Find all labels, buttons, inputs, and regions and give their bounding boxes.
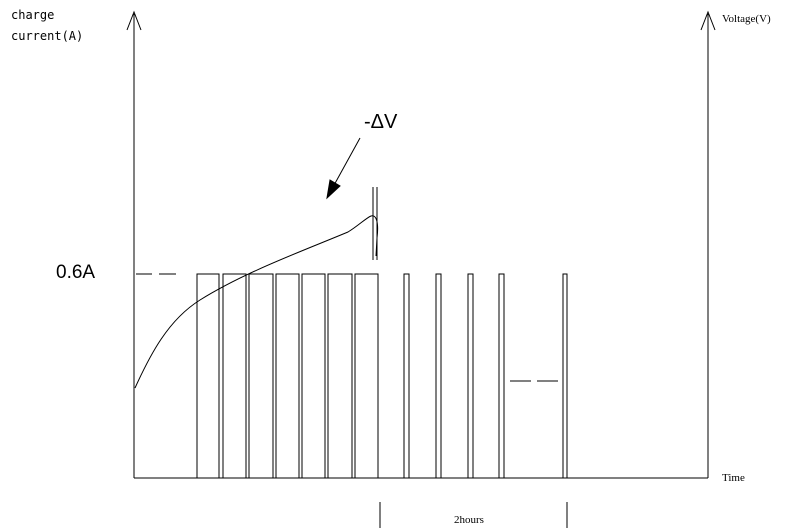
trickle-pulse xyxy=(436,274,441,478)
charge-pulse xyxy=(276,274,299,478)
trickle-pulse xyxy=(468,274,473,478)
trickle-pulse xyxy=(499,274,504,478)
charge-pulse xyxy=(197,274,219,478)
charge-pulse xyxy=(328,274,352,478)
right-axis-label: Voltage(V) xyxy=(722,13,771,25)
charge-pulse xyxy=(249,274,273,478)
voltage-curve xyxy=(135,216,378,388)
current-level-label: 0.6A xyxy=(56,262,95,283)
delta-v-arrow-shaft xyxy=(333,138,360,187)
right-axis-arrow xyxy=(701,12,715,30)
delta-v-arrow-head xyxy=(326,179,341,200)
left-axis-label-line1: charge xyxy=(11,8,54,22)
left-axis-arrow xyxy=(127,12,141,30)
duration-label: 2hours xyxy=(454,514,484,526)
charge-pulse xyxy=(223,274,246,478)
trickle-pulse xyxy=(404,274,409,478)
trickle-pulse xyxy=(563,274,567,478)
left-axis-label-line2: current(A) xyxy=(11,29,83,43)
time-axis-label: Time xyxy=(722,472,745,484)
charge-pulse xyxy=(355,274,378,478)
delta-v-label: -ΔV xyxy=(364,111,398,133)
charge-pulse xyxy=(302,274,325,478)
